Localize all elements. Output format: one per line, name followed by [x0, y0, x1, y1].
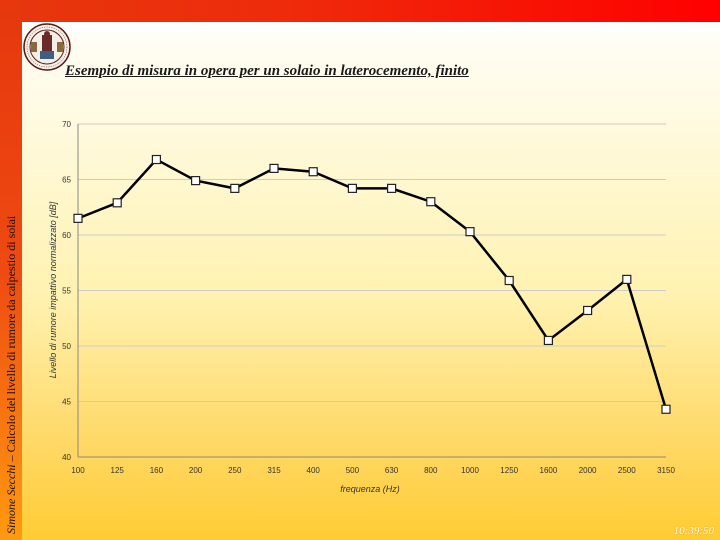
x-tick-labels: 100 125 160 200 250 315 400 500 630 800 1000 1250 16… [71, 466, 675, 475]
y-tick-label: 45 [62, 398, 71, 407]
data-point-marker [387, 183, 397, 193]
data-point-marker [191, 176, 201, 186]
data-point-marker [504, 275, 514, 286]
slide-clock: 10:39:50 [673, 525, 714, 537]
slide-title: Esempio di misura in opera per un solaio… [65, 63, 469, 79]
x-tick-label: 100 [71, 466, 85, 475]
grid-lines [78, 123, 666, 458]
x-tick-label: 400 [307, 466, 321, 475]
data-point-marker [465, 227, 475, 237]
x-tick-label: 160 [150, 466, 164, 475]
y-tick-label: 60 [62, 231, 71, 240]
x-tick-label: 1000 [461, 466, 479, 475]
x-tick-label: 2500 [618, 466, 636, 475]
data-point-marker [112, 198, 122, 208]
data-point-marker [661, 404, 671, 414]
data-point-marker [582, 305, 593, 316]
y-tick-label: 65 [62, 176, 71, 185]
x-tick-label: 1600 [540, 466, 558, 475]
data-point-marker [151, 154, 161, 165]
data-point-marker [622, 274, 632, 284]
y-axis-label: Livello di rumore impattivo normalizzato… [48, 201, 58, 378]
data-point-marker [308, 167, 318, 177]
x-tick-label: 250 [228, 466, 242, 475]
x-tick-label: 3150 [657, 466, 675, 475]
chart-axes [77, 124, 666, 458]
y-tick-labels: 40 45 50 55 60 65 70 [62, 120, 71, 462]
x-tick-label: 315 [267, 466, 281, 475]
x-tick-label: 1250 [500, 466, 518, 475]
data-point-marker [426, 197, 436, 207]
data-point-marker [230, 183, 240, 193]
y-tick-label: 55 [62, 287, 71, 296]
x-tick-label: 200 [189, 466, 203, 475]
x-tick-label: 630 [385, 466, 399, 475]
data-point-marker [73, 213, 83, 223]
x-tick-label: 125 [111, 466, 125, 475]
data-point-marker [543, 335, 554, 346]
x-tick-label: 500 [346, 466, 360, 475]
y-tick-label: 70 [62, 120, 71, 129]
x-axis-label: frequenza (Hz) [340, 484, 400, 494]
top-accent-bar [0, 0, 720, 22]
series-line [77, 157, 668, 410]
header-strip [22, 22, 720, 32]
y-tick-label: 50 [62, 342, 71, 351]
left-accent-bar [0, 0, 22, 540]
university-seal-logo [23, 23, 71, 71]
data-point-marker [269, 163, 279, 173]
x-tick-label: 800 [424, 466, 438, 475]
x-tick-label: 2000 [579, 466, 597, 475]
y-tick-label: 40 [62, 453, 71, 462]
data-point-marker [347, 183, 357, 193]
data-markers [73, 154, 671, 414]
